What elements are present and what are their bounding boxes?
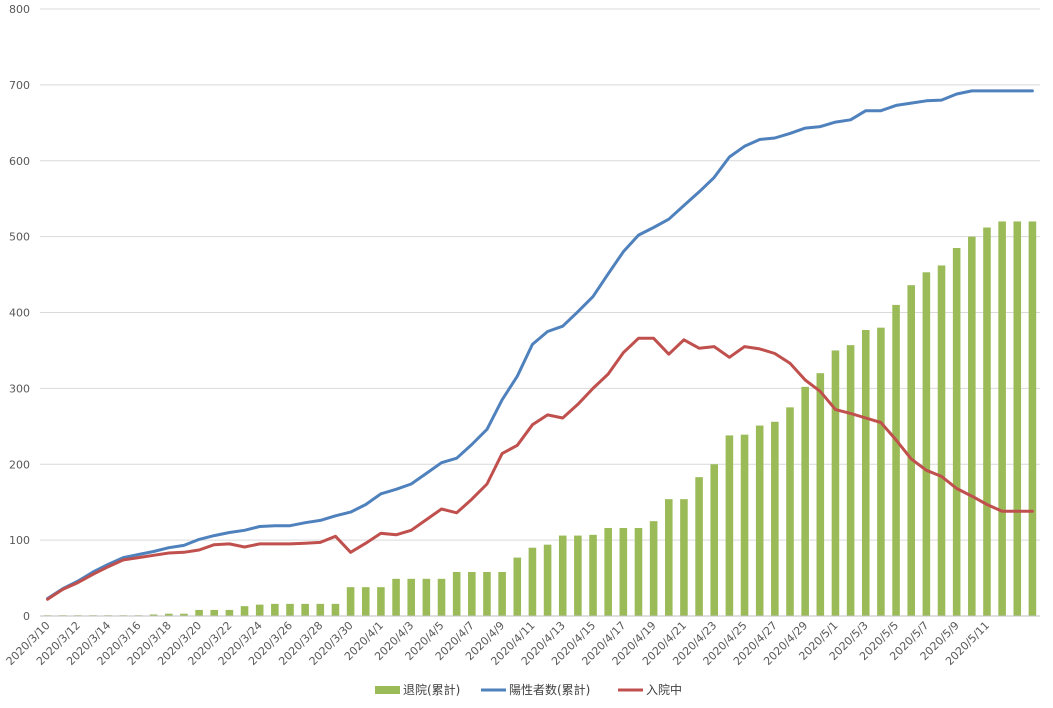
- bar-discharged: [361, 587, 370, 616]
- bar-discharged: [665, 499, 673, 616]
- legend-swatch-discharged: [375, 686, 400, 694]
- bar-discharged: [604, 527, 612, 616]
- legend-label-hospitalized: 入院中: [646, 682, 682, 697]
- bar-discharged: [240, 606, 249, 616]
- bar-discharged: [180, 613, 188, 616]
- bar-discharged: [649, 521, 658, 616]
- gridlines: [40, 8, 1040, 541]
- bar-discharged: [786, 407, 794, 616]
- legend-item-hospitalized[interactable]: 入院中: [618, 682, 682, 697]
- bar-discharged: [968, 236, 976, 616]
- bar-discharged: [574, 535, 582, 616]
- bar-discharged: [225, 609, 234, 616]
- bar-discharged: [877, 327, 885, 616]
- bar-discharged: [316, 603, 325, 616]
- bar-discharged: [710, 464, 719, 616]
- bar-discharged: [983, 227, 991, 616]
- bar-discharged: [483, 571, 491, 616]
- line-positive-cumulative: [46, 89, 1034, 600]
- y-tick-label: 400: [9, 307, 30, 320]
- bar-discharged: [725, 435, 734, 616]
- bar-discharged: [195, 609, 203, 616]
- bar-discharged: [422, 578, 431, 616]
- bar-discharged: [346, 587, 355, 616]
- x-axis-tick-labels: 2020/3/102020/3/122020/3/142020/3/162020…: [4, 619, 992, 668]
- bar-discharged: [392, 578, 400, 616]
- bar-discharged: [407, 578, 415, 616]
- y-tick-label: 200: [9, 458, 30, 471]
- bar-discharged: [331, 603, 340, 616]
- line-hospitalized: [46, 336, 1034, 601]
- legend-item-positive[interactable]: 陽性者数(累計): [481, 682, 590, 697]
- bar-discharged: [558, 535, 567, 616]
- bar-discharged: [543, 544, 552, 616]
- bar-discharged: [619, 527, 628, 616]
- bar-discharged: [271, 603, 279, 616]
- y-tick-label: 600: [9, 155, 30, 168]
- legend-item-discharged[interactable]: 退院(累計): [375, 682, 460, 697]
- legend-label-discharged: 退院(累計): [403, 682, 460, 697]
- bar-discharged: [861, 329, 870, 616]
- bar-discharged: [498, 571, 506, 616]
- bar-discharged: [695, 477, 703, 616]
- bar-discharged: [634, 527, 643, 616]
- bar-discharged: [286, 603, 294, 616]
- legend-label-positive: 陽性者数(累計): [509, 682, 590, 697]
- bar-discharged: [149, 614, 158, 616]
- bar-discharged: [255, 604, 264, 616]
- bar-discharged: [755, 425, 764, 616]
- bar-discharged: [377, 587, 385, 616]
- bar-discharged: [210, 609, 219, 616]
- legend: 退院(累計) 陽性者数(累計) 入院中: [375, 682, 682, 697]
- bar-discharged: [907, 285, 915, 616]
- bar-discharged: [680, 499, 688, 616]
- y-tick-label: 500: [9, 231, 30, 244]
- bar-discharged: [437, 578, 446, 616]
- discharged-bars: [43, 221, 1037, 616]
- bar-discharged: [1028, 221, 1037, 616]
- bar-discharged: [831, 350, 840, 616]
- bar-discharged: [1013, 221, 1022, 616]
- bar-discharged: [740, 434, 749, 616]
- y-tick-label: 0: [23, 610, 30, 623]
- bar-discharged: [589, 534, 597, 616]
- bar-discharged: [952, 248, 961, 616]
- bar-discharged: [513, 557, 522, 616]
- y-tick-label: 700: [9, 79, 30, 92]
- bar-discharged: [452, 571, 461, 616]
- y-tick-label: 300: [9, 382, 30, 395]
- bar-discharged: [816, 373, 825, 616]
- bar-discharged: [937, 265, 946, 616]
- bar-discharged: [801, 386, 809, 616]
- bar-discharged: [528, 547, 537, 616]
- y-axis-tick-labels: 0 100 200 300 400 500 600 700 800: [9, 3, 30, 623]
- bar-discharged: [922, 272, 931, 616]
- bar-discharged: [846, 345, 855, 616]
- bar-discharged: [998, 221, 1006, 616]
- bar-discharged: [771, 421, 779, 616]
- bar-discharged: [892, 304, 900, 616]
- bar-discharged: [468, 571, 476, 616]
- y-tick-label: 100: [9, 534, 30, 547]
- series-lines: [46, 89, 1034, 601]
- bar-discharged: [165, 613, 173, 616]
- y-tick-label: 800: [9, 3, 30, 16]
- bar-discharged: [301, 603, 309, 616]
